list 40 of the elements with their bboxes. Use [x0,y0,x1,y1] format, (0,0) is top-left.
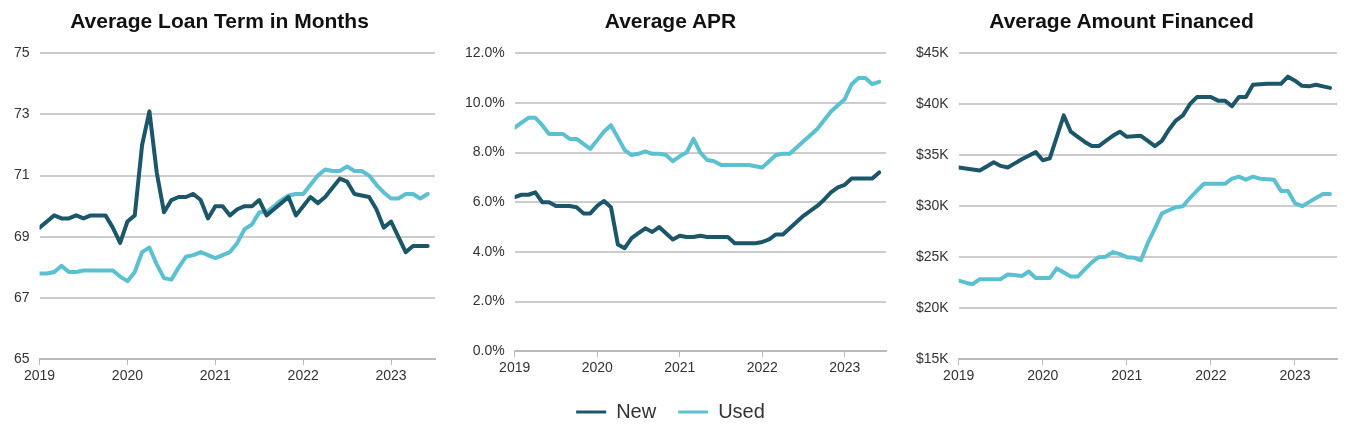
y-tick-label: 12.0% [464,44,505,61]
legend-label: New [616,399,657,422]
x-tick-label: 2019 [499,359,531,376]
y-tick-label: 73 [13,105,30,122]
y-tick-label: $15K [915,350,950,367]
y-tick-label: 67 [13,288,30,305]
x-tick-label: 2020 [111,367,144,384]
x-tick-label: 2020 [1027,367,1059,384]
y-tick-label: $35K [915,146,950,163]
x-tick-label: 2023 [1279,367,1311,384]
y-tick-label: 75 [13,44,30,61]
y-tick-label: 6.0% [472,193,505,210]
y-tick-label: $45K [915,44,950,61]
x-tick-label: 2022 [287,367,319,384]
y-tick-label: $40K [915,95,950,112]
y-tick-label: 69 [13,227,30,244]
chart-title: Average Amount Financed [989,9,1254,33]
y-tick-label: 8.0% [472,143,505,160]
x-tick-label: 2019 [23,367,56,384]
y-tick-label: 71 [13,166,30,183]
x-tick-label: 2023 [829,359,861,376]
x-tick-label: 2022 [1195,367,1227,384]
x-tick-label: 2021 [1111,367,1143,384]
x-tick-label: 2021 [199,367,232,384]
y-tick-label: 2.0% [472,292,505,309]
chart-title: Average Loan Term in Months [70,9,369,33]
legend-label: Used [718,399,765,422]
y-tick-label: 65 [13,350,30,367]
y-tick-label: 10.0% [464,93,505,110]
chart-title: Average APR [604,9,737,33]
x-tick-label: 2023 [375,367,407,384]
x-tick-label: 2019 [943,367,975,384]
y-tick-label: 0.0% [472,342,505,359]
y-tick-label: $25K [915,248,950,265]
x-tick-label: 2022 [746,359,779,376]
y-tick-label: $30K [915,197,950,214]
y-tick-label: $20K [915,299,950,316]
x-tick-label: 2020 [581,359,613,376]
x-tick-label: 2021 [664,359,696,376]
y-tick-label: 4.0% [472,242,505,259]
